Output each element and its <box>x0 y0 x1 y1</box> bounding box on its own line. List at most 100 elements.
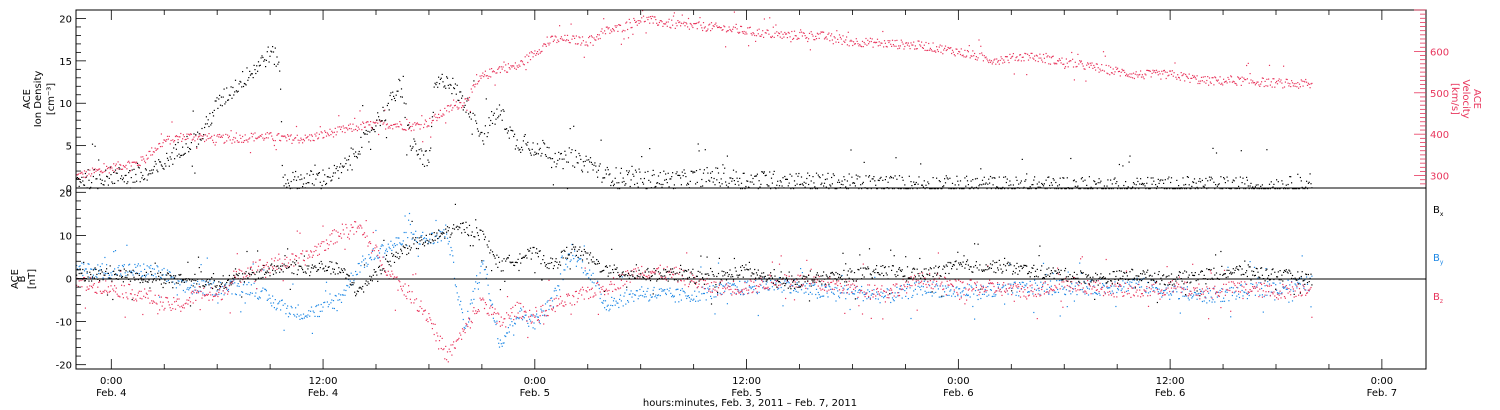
data-point-ion-density <box>815 172 818 174</box>
data-point-bz <box>524 310 526 312</box>
data-point-bz <box>557 305 559 307</box>
data-point-velocity <box>1162 73 1164 75</box>
data-point-bz <box>325 239 328 241</box>
data-point-ion-density <box>76 177 79 179</box>
data-point-by <box>515 318 517 320</box>
data-point-bz <box>434 323 436 325</box>
data-point-ion-density <box>1291 188 1294 190</box>
data-point-velocity <box>406 118 408 120</box>
data-point-by <box>1219 289 1221 292</box>
data-point-bz <box>231 282 233 284</box>
data-point-by <box>725 284 727 286</box>
data-point-bz <box>561 300 563 302</box>
data-point-velocity <box>1133 77 1135 80</box>
data-point-by <box>1234 291 1236 293</box>
data-point-ion-density <box>371 127 373 129</box>
data-point-by <box>170 277 172 279</box>
data-point-ion-density <box>168 165 170 167</box>
data-point-ion-density <box>645 188 647 190</box>
data-point-ion-density <box>724 167 726 169</box>
data-point-velocity <box>491 68 493 70</box>
data-point-velocity <box>236 140 238 142</box>
data-point-velocity <box>605 26 607 28</box>
data-point-velocity <box>589 35 591 37</box>
data-point-velocity <box>626 21 628 23</box>
data-point-by <box>854 290 856 292</box>
data-point-ion-density <box>1021 158 1023 160</box>
data-point-velocity <box>557 39 559 41</box>
data-point-velocity <box>777 35 779 37</box>
data-point-ion-density <box>1095 183 1097 185</box>
data-point-ion-density <box>226 87 228 89</box>
data-point-by <box>694 290 696 292</box>
data-point-ion-density <box>339 166 341 168</box>
data-point-by <box>233 279 235 281</box>
data-point-velocity <box>390 124 392 126</box>
data-point-by <box>770 279 772 282</box>
data-point-by <box>1095 292 1097 295</box>
data-point-ion-density <box>84 172 86 175</box>
data-point-ion-density <box>914 183 916 185</box>
data-point-by <box>355 270 357 273</box>
top-left-ylabel-line3: [cm⁻³] <box>46 83 57 115</box>
data-point-bz <box>310 250 312 252</box>
data-point-by <box>209 280 211 282</box>
data-point-ion-density <box>130 177 132 179</box>
data-point-by <box>891 292 893 294</box>
data-point-by <box>287 316 290 318</box>
data-point-bz <box>593 295 595 297</box>
data-point-ion-density <box>617 188 619 190</box>
data-point-velocity <box>327 133 329 135</box>
data-point-velocity <box>698 21 700 23</box>
data-point-ion-density <box>306 173 308 175</box>
data-point-by <box>946 294 948 296</box>
data-point-ion-density <box>935 188 937 190</box>
data-point-velocity <box>1050 57 1052 59</box>
data-point-by <box>176 294 178 296</box>
data-point-ion-density <box>1246 179 1248 181</box>
data-point-ion-density <box>307 182 309 184</box>
data-point-by <box>838 297 841 299</box>
data-point-by <box>847 288 849 290</box>
data-point-ion-density <box>627 174 629 176</box>
data-point-by <box>496 320 498 322</box>
data-point-ion-density <box>941 188 943 190</box>
data-point-ion-density <box>532 142 534 144</box>
data-point-ion-density <box>1163 188 1165 190</box>
data-point-velocity <box>1139 73 1141 76</box>
bottom-data-layer <box>76 203 1313 363</box>
data-point-velocity <box>616 25 618 27</box>
data-point-ion-density <box>1061 188 1063 190</box>
data-point-by <box>922 286 924 288</box>
data-point-by <box>234 282 236 284</box>
data-point-ion-density <box>448 87 450 89</box>
data-point-velocity <box>1192 74 1194 77</box>
data-point-ion-density <box>529 149 531 151</box>
data-point-bz <box>348 238 350 240</box>
data-point-velocity <box>651 15 653 17</box>
data-point-velocity <box>1299 86 1301 88</box>
data-point-bz <box>287 262 290 264</box>
data-point-ion-density <box>136 162 139 164</box>
data-point-by <box>1013 281 1015 283</box>
data-point-ion-density <box>846 180 848 182</box>
data-point-by <box>425 238 427 240</box>
data-point-bz <box>402 285 404 287</box>
data-point-bz <box>601 288 603 290</box>
data-point-ion-density <box>952 188 954 190</box>
data-point-by <box>325 290 327 292</box>
data-point-ion-density <box>118 167 120 169</box>
data-point-velocity <box>166 139 168 141</box>
data-point-ion-density <box>208 125 210 128</box>
data-point-velocity <box>791 30 793 33</box>
data-point-velocity <box>1024 52 1026 54</box>
data-point-by <box>868 291 871 293</box>
data-point-velocity <box>412 123 414 125</box>
data-point-by <box>956 286 958 288</box>
data-point-by <box>221 285 223 288</box>
data-point-bz <box>226 288 228 290</box>
data-point-by <box>438 237 440 239</box>
data-point-bz <box>165 296 167 299</box>
data-point-bz <box>355 221 357 223</box>
data-point-bz <box>218 291 220 293</box>
